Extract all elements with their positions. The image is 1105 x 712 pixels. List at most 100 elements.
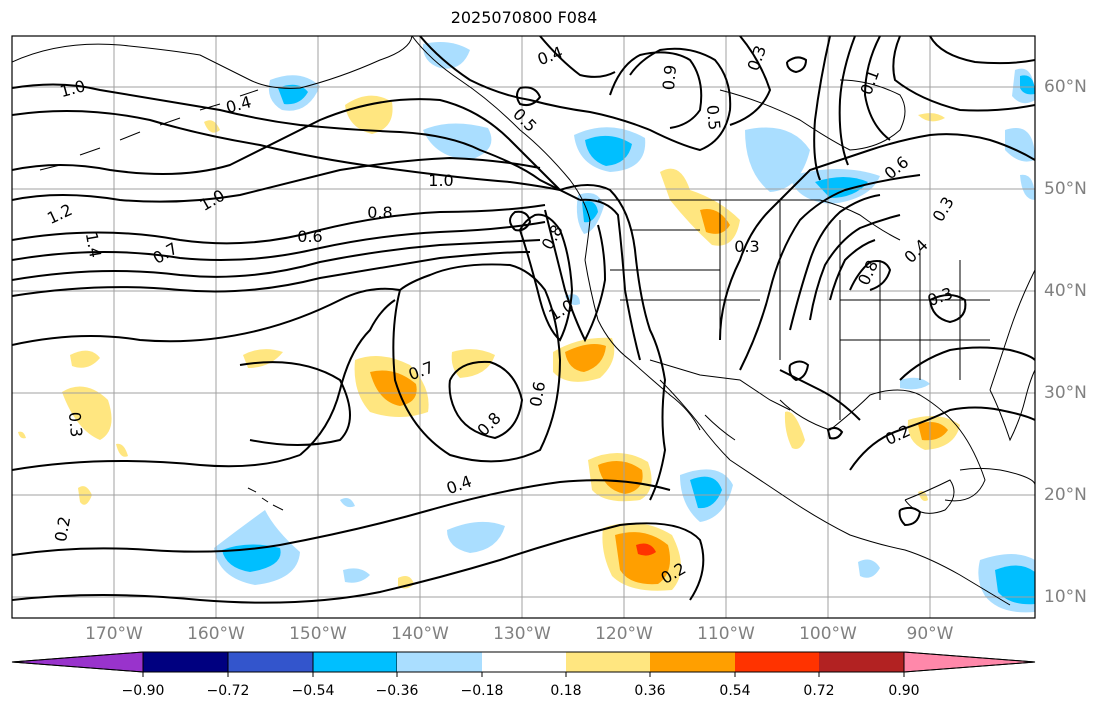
lon-label-170w: 170°W [85,624,143,644]
contour-line [12,98,561,191]
colorbar [11,651,1036,677]
colorbar-label: −0.18 [460,683,504,699]
contour-line [579,198,641,361]
lat-label-30n: 30°N [1044,383,1087,403]
contour-line [12,479,671,556]
contour-line [12,83,581,201]
shade-negative [422,42,470,69]
coast-mexico [729,459,1011,606]
contour-label: 0.4 [535,43,565,70]
contour-label: 0.3 [734,237,759,256]
contour-label: 0.5 [703,104,724,131]
contour-line [12,110,561,191]
lon-label-120w: 120°W [595,624,653,644]
contour-label: 1.0 [428,171,453,190]
contour-label: 0.7 [149,239,181,268]
coast-yucatan [904,479,955,514]
contour-label: 0.7 [406,358,436,385]
shade-negative [340,498,355,508]
contour-lines [12,36,1035,604]
contour-label: 0.4 [900,235,931,266]
shade-negative [447,521,505,553]
coast-aleutians [39,89,259,171]
contour-line [392,263,562,463]
shading-layer [18,42,1035,613]
coast-uswest [584,259,701,431]
colorbar-segment [735,652,819,672]
lon-label-160w: 160°W [187,624,245,644]
contour-line [788,360,810,382]
shade-positive [660,168,740,246]
contour-label: 0.4 [444,472,474,499]
shade-negative [343,568,370,583]
contour-line [239,361,351,446]
contour-line [516,86,542,107]
contour-line [609,51,703,129]
contour-line [419,36,732,152]
contour-line [863,36,891,141]
map-frame [11,35,1036,619]
colorbar-label: 0.18 [550,683,582,699]
colorbar-label: −0.90 [121,683,165,699]
colorbar-label: −0.36 [375,683,419,699]
shade-positive-mid [918,422,948,441]
colorbar-extend-low [11,651,144,673]
coast-hawaii [247,487,284,511]
shade-negative [858,559,880,578]
colorbar-segment [312,651,398,673]
shade-negative [1020,174,1035,200]
colorbar-segment [482,652,566,672]
colorbar-label: 0.72 [803,683,835,699]
border-states [610,200,990,420]
contour-line [559,184,667,501]
contour-line [929,294,967,324]
contour-line [519,213,574,342]
contour-line [539,36,616,78]
contour-label-group: 1.0 0.4 0.4 0.3 0.9 0.5 0.5 0.1 1.0 1.0 … [44,43,958,588]
border-us-canada [598,199,901,241]
lat-label-20n: 20°N [1044,485,1087,505]
contour-label: 0.5 [509,104,540,135]
chart-title: 2025070800 F084 [450,8,598,27]
shade-positive [918,113,945,122]
contour-line [12,239,541,281]
shade-negative-core [585,135,632,166]
lon-label-90w: 90°W [906,624,954,644]
shade-positive [345,95,393,134]
colorbar-segment [566,652,650,672]
contour-label: 0.3 [65,411,86,438]
shade-negative-core [995,565,1035,605]
shade-positive-high [636,543,656,556]
coast-baja [659,379,736,461]
contour-line [899,346,1035,381]
contour-line [12,251,531,297]
colorbar-extend-high [903,651,1036,673]
coast-east [989,269,1035,391]
contour-line [729,36,772,126]
coast-cuba [959,467,1035,486]
shade-positive [116,443,128,457]
contour-label: 0.1 [857,67,884,97]
contour-line [509,210,532,232]
contour-label: 0.6 [526,380,549,408]
contour-line [838,36,856,166]
shade-negative-core [222,544,281,572]
shade-negative [900,377,930,390]
contour-line [12,221,546,261]
contour-line [849,406,1035,471]
shade-positive-mid [598,461,643,494]
shade-negative-core [1020,75,1035,95]
contour-line [12,204,546,245]
shade-positive [204,120,220,133]
shade-negative-core [278,84,308,105]
lon-label-100w: 100°W [799,624,857,644]
contour-label: 0.3 [929,193,958,225]
contour-line [12,156,541,203]
shade-positive [18,431,26,439]
coast-alaska [12,36,413,89]
contour-line [789,194,881,331]
shade-negative [565,294,580,305]
contour-label: 1.0 [58,76,88,101]
contour-line [719,133,1035,341]
